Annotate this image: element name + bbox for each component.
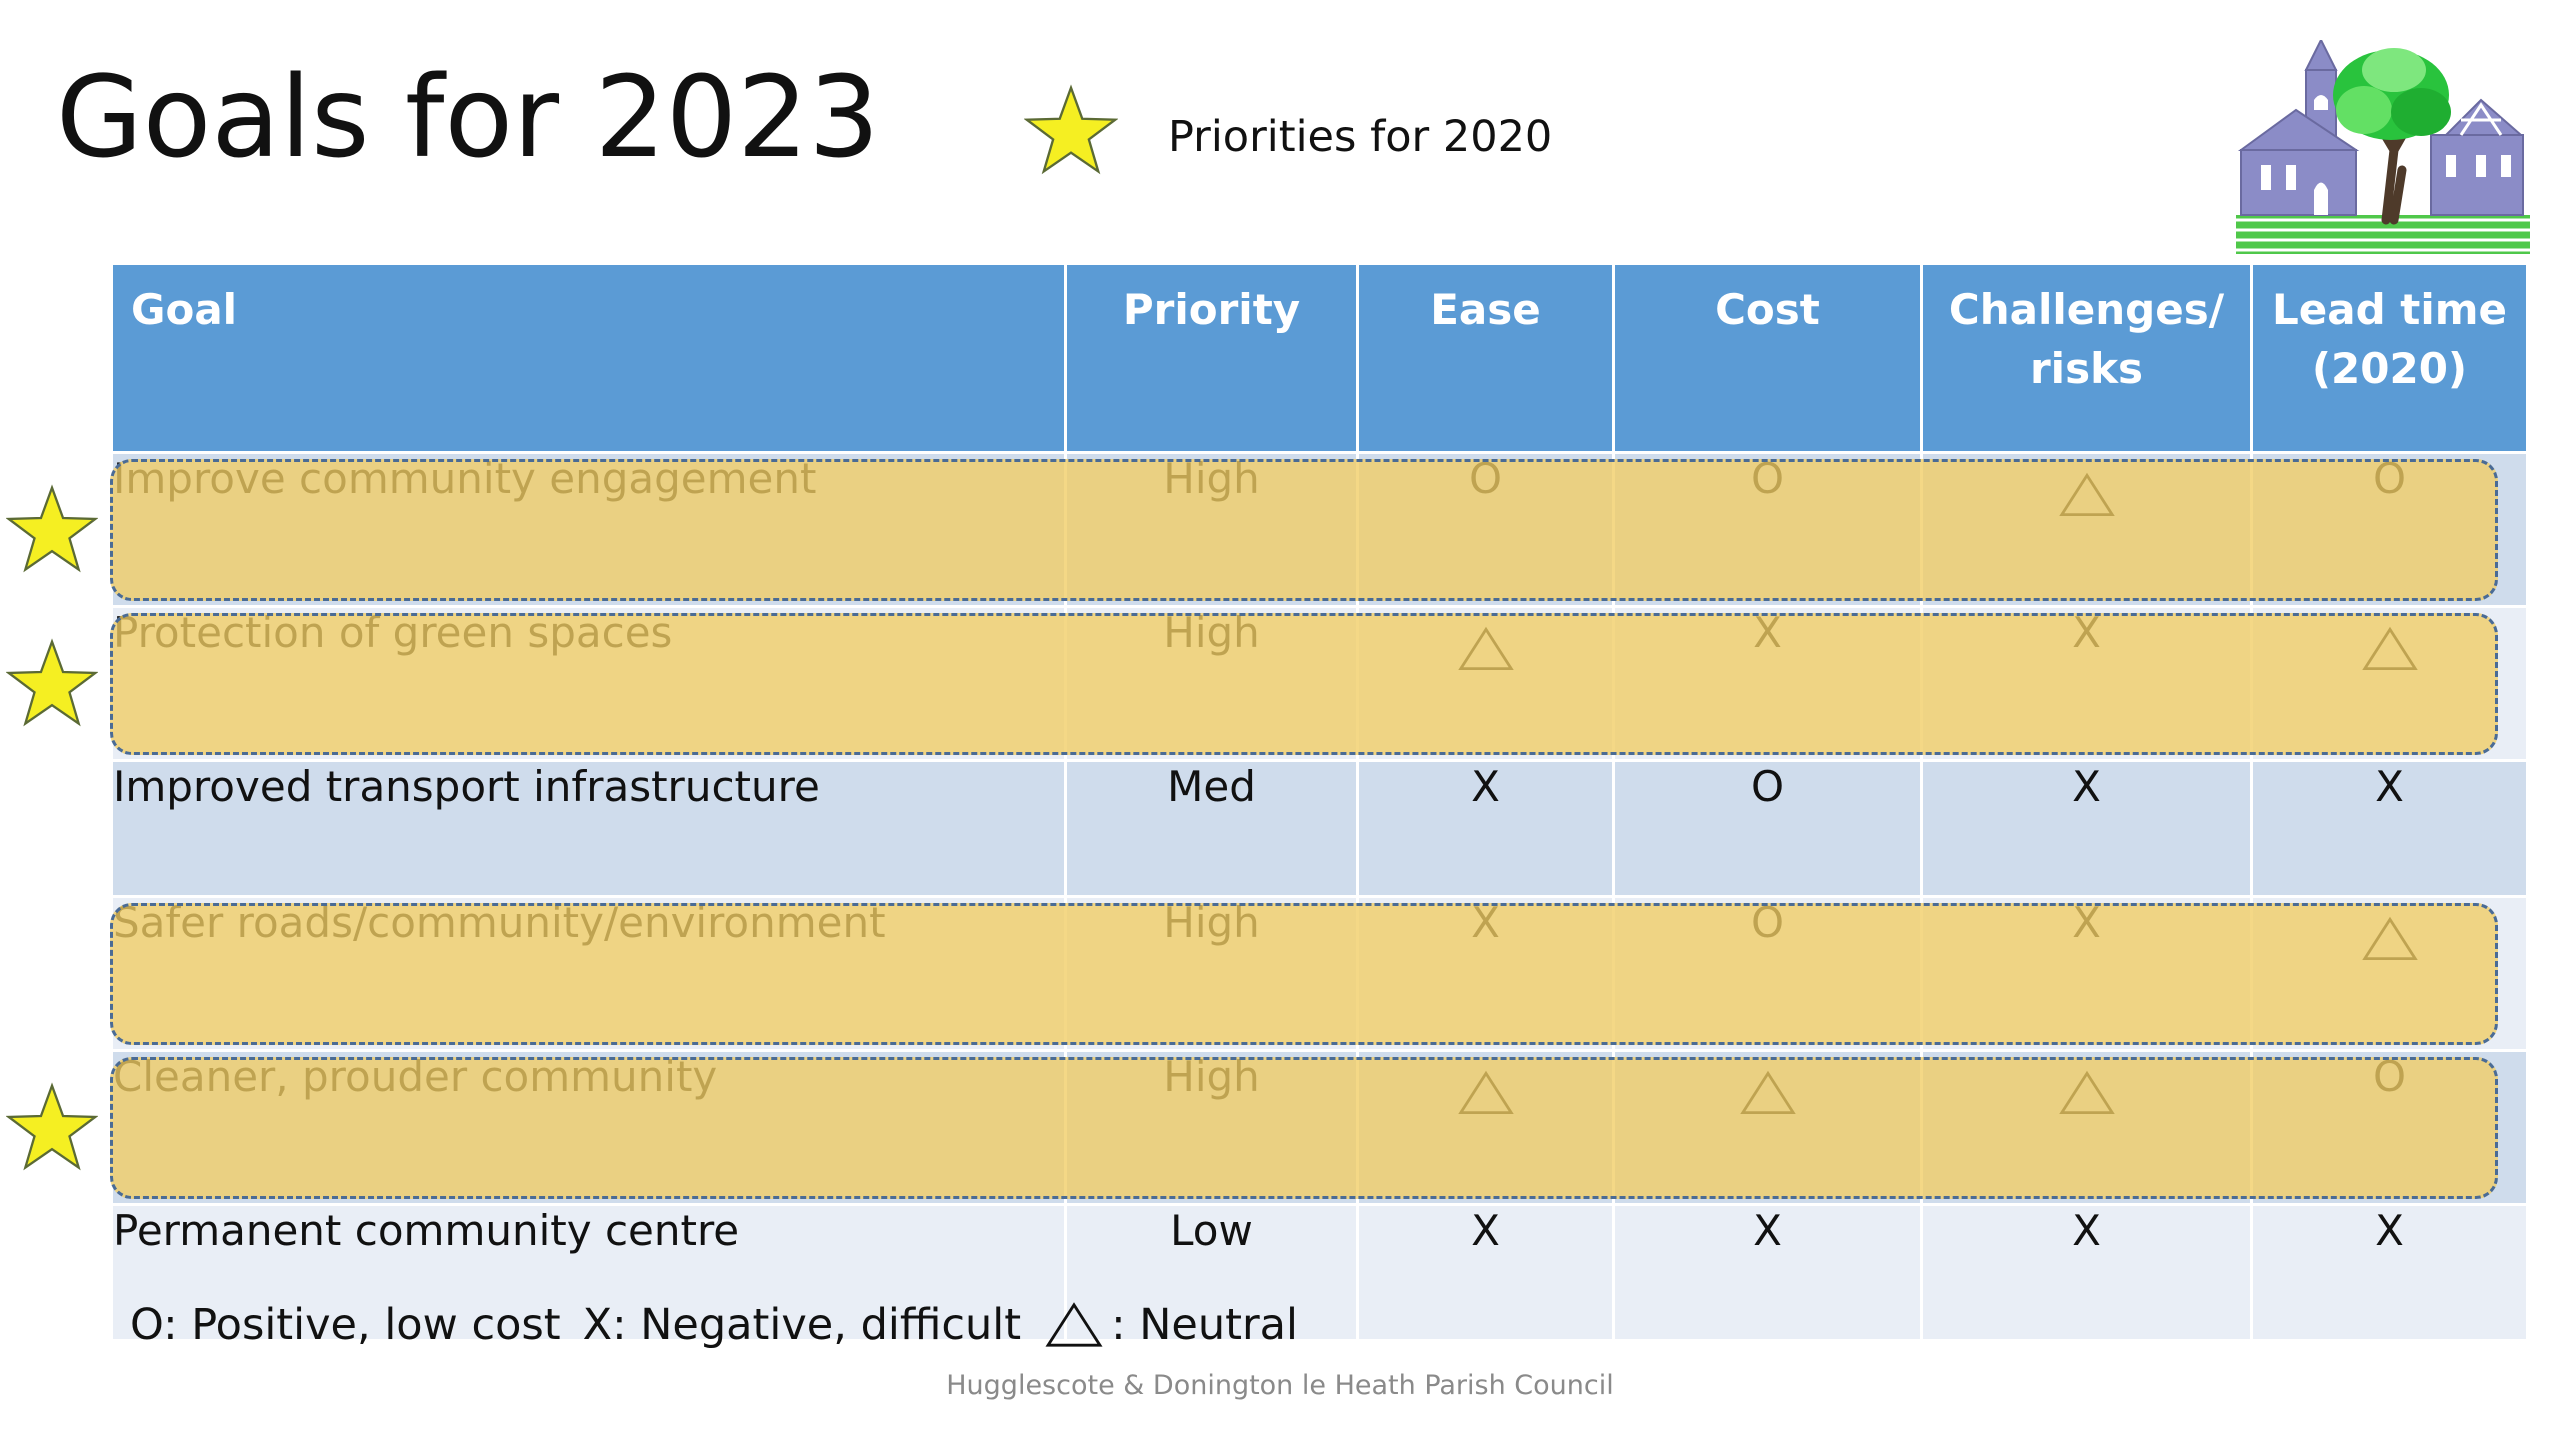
table-row: Protection of green spaces High X X [110, 605, 2529, 762]
priority-cell: High [1064, 451, 1359, 608]
star-icon [6, 1081, 98, 1170]
ease-cell: X [1356, 1203, 1615, 1342]
lead-time-cell: X [2250, 1203, 2529, 1342]
priority-cell: High [1064, 605, 1359, 762]
parish-church-logo [2236, 40, 2530, 254]
cost-cell: O [1612, 759, 1923, 898]
challenges-cell [1920, 451, 2253, 608]
ease-cell [1356, 605, 1615, 762]
lead-time-cell: O [2250, 1049, 2529, 1206]
goal-cell: Cleaner, prouder community [110, 1049, 1067, 1206]
key-positive: O: Positive, low cost [130, 1300, 561, 1350]
table-header-row: Goal Priority Ease Cost Challenges/ risk… [110, 262, 2529, 454]
goals-table: Goal Priority Ease Cost Challenges/ risk… [110, 262, 2529, 1342]
lead-time-cell: O [2250, 451, 2529, 608]
challenges-cell: X [1920, 605, 2253, 762]
symbol-key: O: Positive, low cost X: Negative, diffi… [130, 1300, 1298, 1350]
legend-label: Priorities for 2020 [1168, 112, 1553, 162]
header-ease: Ease [1356, 262, 1615, 454]
goal-cell: Protection of green spaces [110, 605, 1067, 762]
ease-cell [1356, 1049, 1615, 1206]
triangle-icon [2058, 472, 2115, 516]
challenges-cell: X [1920, 759, 2253, 898]
ease-cell: X [1356, 759, 1615, 898]
priority-cell: Med [1064, 759, 1359, 898]
key-negative: X: Negative, difficult [582, 1300, 1022, 1350]
cost-cell: X [1612, 1203, 1923, 1342]
header-cost: Cost [1612, 262, 1923, 454]
goal-cell: Improved transport infrastructure [110, 759, 1067, 898]
challenges-cell [1920, 1049, 2253, 1206]
star-icon [1024, 84, 1118, 175]
header-priority: Priority [1064, 262, 1359, 454]
lead-time-cell [2250, 605, 2529, 762]
table-row: Improve community engagement High O O O [110, 451, 2529, 608]
table-row: Improved transport infrastructure Med X O X X [110, 759, 2529, 898]
page-title: Goals for 2023 [56, 53, 880, 183]
ease-cell: O [1356, 451, 1615, 608]
key-neutral: : Neutral [1111, 1300, 1298, 1350]
triangle-icon [1457, 1070, 1514, 1114]
challenges-cell: X [1920, 895, 2253, 1052]
ease-cell: X [1356, 895, 1615, 1052]
triangle-icon [2361, 916, 2418, 960]
goal-cell: Permanent community centre [110, 1203, 1067, 1342]
priority-cell: High [1064, 895, 1359, 1052]
goal-cell: Safer roads/community/environment [110, 895, 1067, 1052]
footer: Hugglescote & Donington le Heath Parish … [946, 1370, 1614, 1401]
lead-time-cell [2250, 895, 2529, 1052]
challenges-cell: X [1920, 1203, 2253, 1342]
priority-cell: High [1064, 1049, 1359, 1206]
table-body: Improve community engagement High O O O Prote… [110, 451, 2529, 1342]
cost-cell: X [1612, 605, 1923, 762]
table-row: Permanent community centre Low X X X X [110, 1203, 2529, 1342]
triangle-icon [2058, 1070, 2115, 1114]
table-row: Cleaner, prouder community High O [110, 1049, 2529, 1206]
cost-cell [1612, 1049, 1923, 1206]
priority-cell: Low [1064, 1203, 1359, 1342]
cost-cell: O [1612, 895, 1923, 1052]
table-row: Safer roads/community/environment High X O X [110, 895, 2529, 1052]
header-goal: Goal [110, 262, 1067, 454]
goal-cell: Improve community engagement [110, 451, 1067, 608]
lead-time-cell: X [2250, 759, 2529, 898]
star-icon [6, 483, 98, 572]
cost-cell: O [1612, 451, 1923, 608]
triangle-icon [1045, 1302, 1103, 1347]
header-challenges: Challenges/ risks [1920, 262, 2253, 454]
triangle-icon [2361, 626, 2418, 670]
triangle-icon [1457, 626, 1514, 670]
triangle-icon [1739, 1070, 1796, 1114]
header-lead-time: Lead time (2020) [2250, 262, 2529, 454]
star-icon [6, 637, 98, 726]
